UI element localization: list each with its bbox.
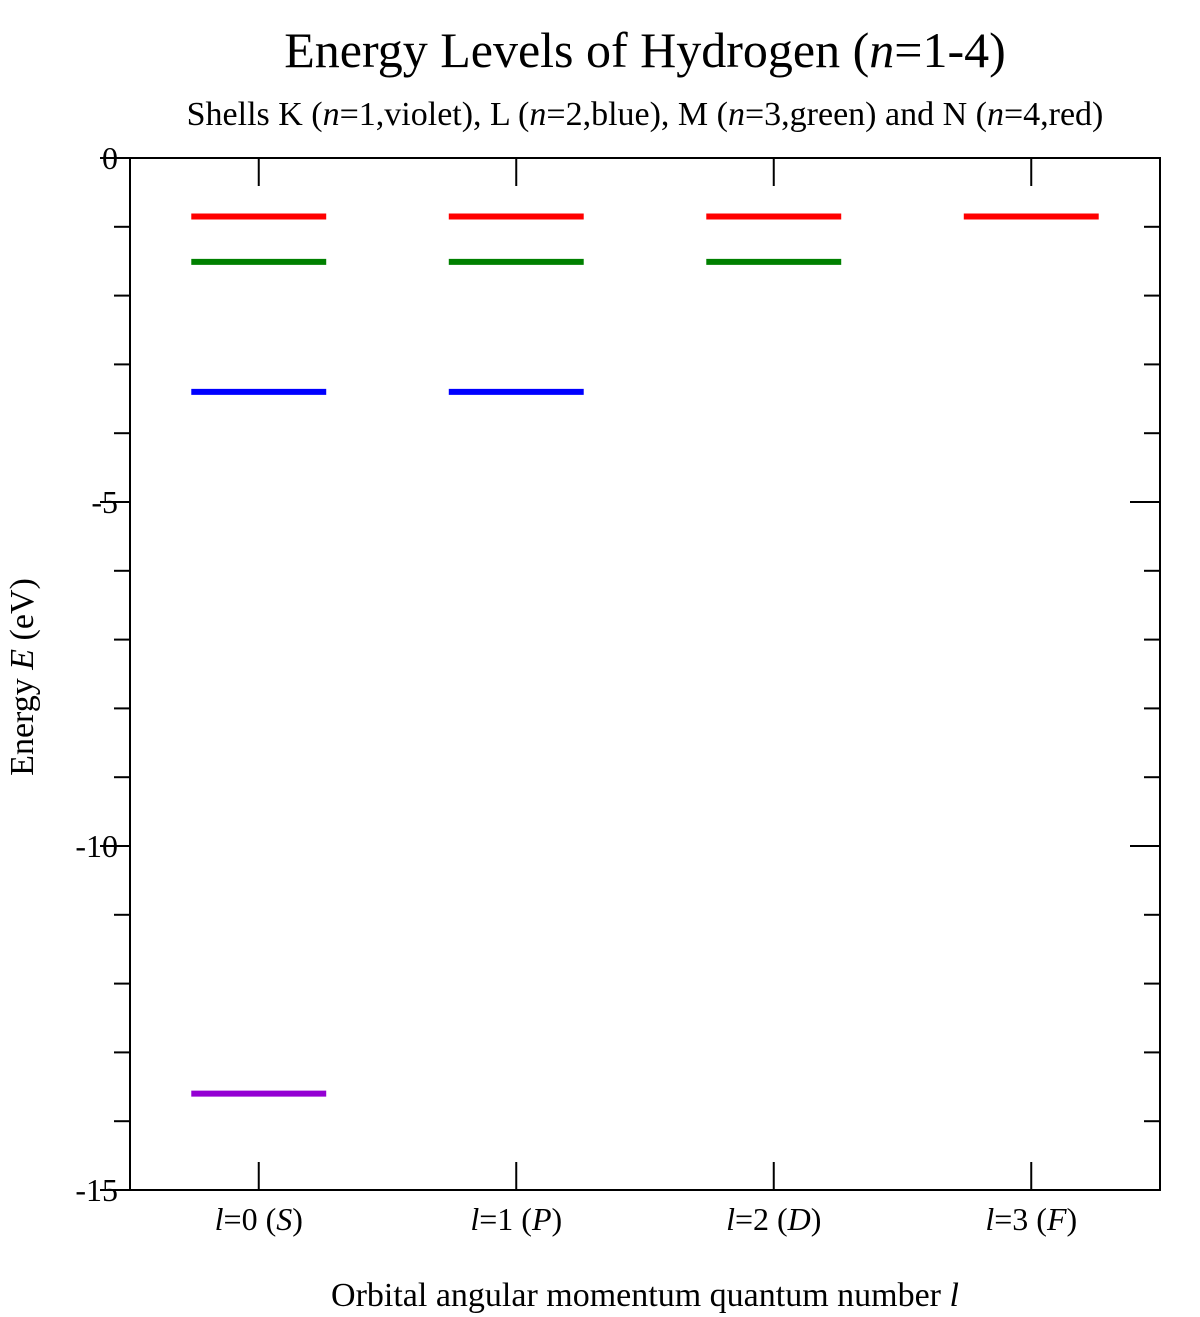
y-axis-label: Energy E (eV) (4, 578, 41, 776)
y-tick-label: 0 (102, 140, 118, 176)
x-axis-label: Orbital angular momentum quantum number … (331, 1277, 959, 1314)
x-tick-label: l=3 (F) (985, 1201, 1077, 1237)
chart-subtitle: Shells K (n=1,violet), L (n=2,blue), M (… (187, 96, 1104, 133)
y-tick-label: -15 (75, 1172, 118, 1208)
x-tick-label: l=2 (D) (726, 1201, 821, 1237)
chart-title: Energy Levels of Hydrogen (n=1-4) (284, 22, 1006, 78)
y-tick-label: -5 (91, 484, 118, 520)
plot-area: 0 -5 -10 -15 l=0 (S) l=1 (P) l=2 (D) l=3 (F) (75, 140, 1161, 1237)
y-tick-label: -10 (75, 828, 118, 864)
plot-frame (129, 157, 1161, 1191)
x-tick-label: l=0 (S) (215, 1201, 303, 1237)
x-tick-label: l=1 (P) (470, 1201, 562, 1237)
